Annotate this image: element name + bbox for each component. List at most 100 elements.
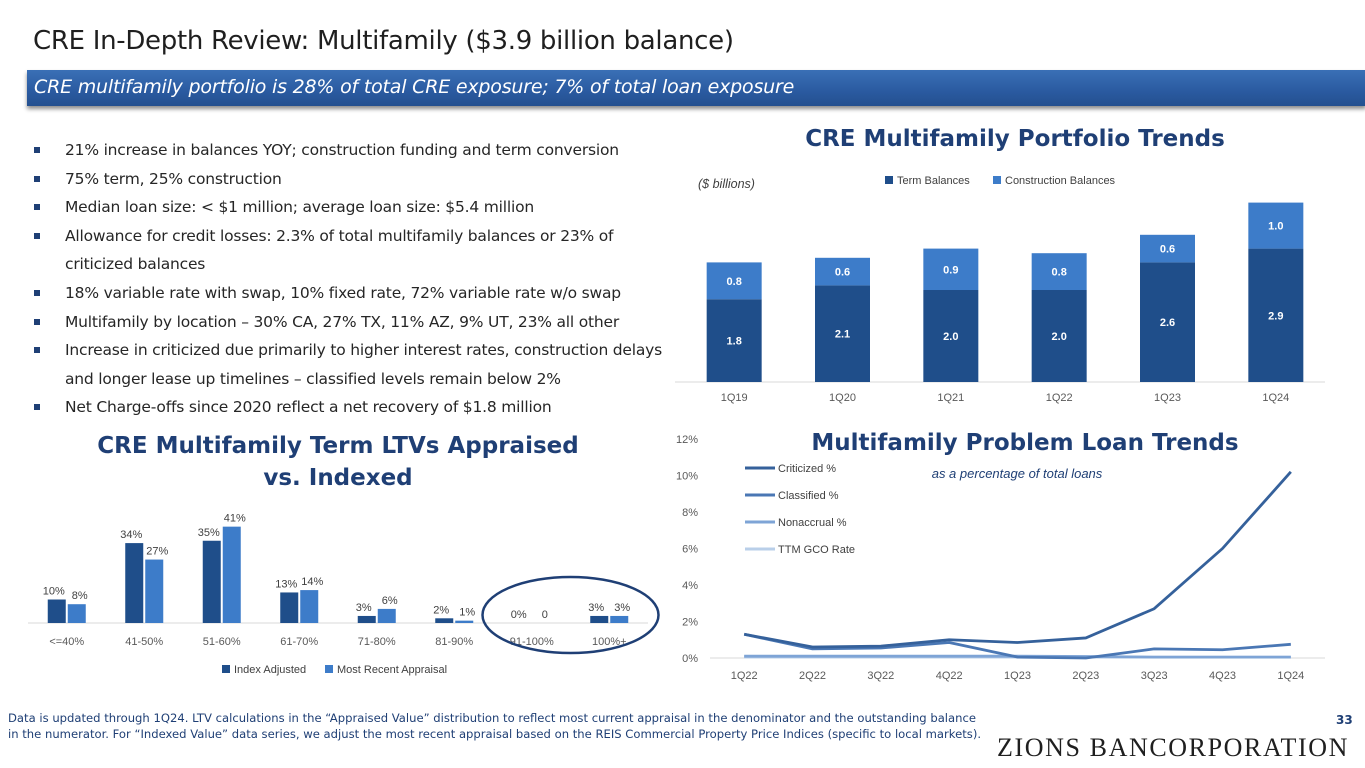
x-tick-label: 2Q23 [1072, 670, 1099, 682]
legend-swatch [325, 665, 333, 673]
bullet-item: Allowance for credit losses: 2.3% of tot… [34, 222, 664, 279]
data-label: 2.6 [1160, 317, 1175, 329]
x-tick-label: 2Q22 [799, 670, 826, 682]
data-label: 1.0 [1268, 221, 1283, 233]
bullet-square-icon [34, 404, 40, 411]
bar-construction-balances [1140, 234, 1195, 263]
bar-index-adjusted [280, 592, 299, 623]
data-label: 0.6 [835, 267, 850, 279]
chart-subtitle: as a percentage of total loans [932, 466, 1103, 481]
bar-most-recent-appraisal [610, 615, 629, 623]
y-tick-label: 2% [682, 617, 698, 629]
bar-most-recent-appraisal [67, 604, 86, 623]
bar-index-adjusted [202, 540, 221, 623]
data-label: 0% [511, 609, 527, 621]
bar-construction-balances [1031, 253, 1087, 290]
y-tick-label: 0% [682, 653, 698, 665]
bar-construction-balances [815, 257, 870, 286]
x-tick-label: <=40% [49, 636, 84, 648]
bar-most-recent-appraisal [300, 590, 319, 623]
data-label: 3% [356, 602, 372, 614]
data-label: 3% [588, 602, 604, 614]
bar-index-adjusted [357, 615, 376, 623]
subtitle-text: CRE multifamily portfolio is 28% of tota… [34, 76, 795, 98]
legend-label: Nonaccrual % [778, 517, 847, 529]
legend-swatch [885, 176, 893, 184]
x-tick-label: 1Q19 [721, 392, 748, 404]
legend-label: Classified % [778, 490, 839, 502]
y-tick-label: 10% [676, 471, 698, 483]
bar-term-balances [815, 285, 870, 382]
data-label: 1.8 [727, 336, 742, 348]
bullet-list: 21% increase in balances YOY; constructi… [34, 136, 664, 422]
bullet-square-icon [34, 318, 40, 325]
portfolio-trends-chart: ($ billions) Term Balances Construction Ba… [675, 175, 1325, 404]
x-tick-label: 1Q21 [937, 392, 964, 404]
highlight-circle [481, 575, 660, 655]
data-label: 0 [542, 609, 548, 621]
data-label: 13% [275, 578, 297, 590]
data-label: 0.6 [1160, 244, 1175, 256]
page-title: CRE In-Depth Review: Multifamily ($3.9 b… [33, 26, 734, 56]
x-tick-label: 1Q23 [1004, 670, 1031, 682]
data-label: 35% [198, 527, 220, 539]
x-tick-label: 100%+ [592, 636, 627, 648]
x-tick-label: 1Q22 [731, 670, 758, 682]
bullet-square-icon [34, 347, 40, 354]
bar-term-balances [706, 299, 762, 382]
brand-logo: ZIONS BANCORPORATION [997, 733, 1349, 762]
data-label: 0.8 [1052, 267, 1067, 279]
bar-index-adjusted [435, 618, 454, 623]
bar-most-recent-appraisal [455, 620, 474, 623]
bullet-square-icon [34, 232, 40, 239]
x-tick-label: 4Q23 [1209, 670, 1236, 682]
line-criticized- [743, 470, 1292, 649]
problem-loans-chart: 0% 2% 4% 6% 8% 10% 12% 1Q22 2Q22 3Q22 4Q22 1Q23 2Q23… [676, 434, 1325, 682]
x-tick-label: 1Q24 [1262, 392, 1289, 404]
bullet-item: 21% increase in balances YOY; constructi… [34, 136, 664, 165]
bar-index-adjusted [590, 615, 609, 623]
bullet-item: Median loan size: < $1 million; average … [34, 193, 664, 222]
ltv-chart: 10% 8% <=40% 34% 27% 41-50% 35% 41% 51-60% 13% 14%… [28, 513, 660, 676]
data-label: 2.9 [1268, 310, 1283, 322]
bar-construction-balances [923, 248, 979, 290]
data-label: 0.9 [943, 264, 958, 276]
legend-label: Construction Balances [1005, 175, 1116, 187]
bar-term-balances [923, 290, 979, 382]
data-label: 2.0 [1052, 331, 1067, 343]
x-tick-label: 3Q22 [867, 670, 894, 682]
x-tick-label: 61-70% [280, 636, 318, 648]
bar-construction-balances [1248, 202, 1304, 249]
bullet-square-icon [34, 289, 40, 296]
bar-most-recent-appraisal [145, 559, 164, 623]
x-tick-label: 41-50% [125, 636, 163, 648]
bullet-item: Multifamily by location – 30% CA, 27% TX… [34, 308, 664, 337]
bullet-square-icon [34, 204, 40, 211]
footer-note: Data is updated through 1Q24. LTV calcul… [8, 711, 982, 741]
subtitle-banner: CRE multifamily portfolio is 28% of tota… [27, 70, 1365, 106]
x-tick-label: 1Q20 [829, 392, 856, 404]
data-label: 6% [382, 595, 398, 607]
data-label: 0.8 [727, 276, 742, 288]
legend-label: TTM GCO Rate [778, 544, 855, 556]
x-tick-label: 1Q23 [1154, 392, 1181, 404]
data-label: 10% [43, 586, 65, 598]
data-label: 41% [224, 513, 246, 525]
data-label: 14% [301, 576, 323, 588]
x-tick-label: 1Q22 [1046, 392, 1073, 404]
data-label: 2% [433, 604, 449, 616]
bullet-square-icon [34, 175, 40, 182]
bullet-square-icon [34, 147, 40, 153]
bar-term-balances [1031, 290, 1087, 382]
bullet-item: Net Charge-offs since 2020 reflect a net… [34, 393, 664, 422]
x-tick-label: 91-100% [510, 636, 554, 648]
line-classified- [743, 632, 1291, 660]
x-tick-label: 4Q22 [936, 670, 963, 682]
data-label: 34% [120, 529, 142, 541]
bar-term-balances [1248, 248, 1304, 382]
legend-label: Index Adjusted [234, 664, 306, 676]
problem-loans-title: Multifamily Problem Loan Trends [811, 430, 1239, 456]
legend-label: Term Balances [897, 175, 970, 187]
page-number: 33 [1336, 713, 1353, 727]
x-tick-label: 71-80% [358, 636, 396, 648]
